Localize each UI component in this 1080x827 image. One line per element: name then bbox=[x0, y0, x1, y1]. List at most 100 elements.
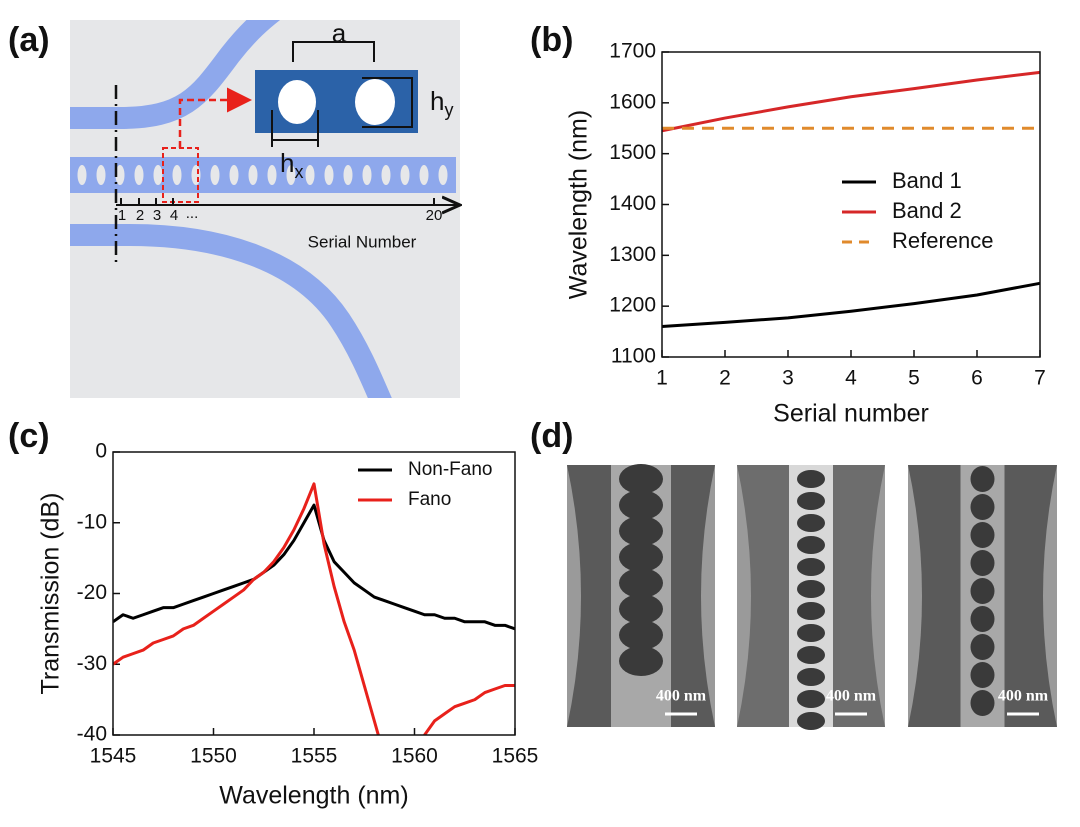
dimension-label: hx bbox=[280, 148, 303, 182]
label-sub: x bbox=[294, 162, 303, 182]
x-axis-label: Serial number bbox=[773, 400, 929, 428]
sem-hole bbox=[619, 594, 663, 624]
sem-hole bbox=[970, 578, 995, 604]
hole bbox=[324, 165, 334, 185]
sem-hole bbox=[970, 522, 995, 548]
hole bbox=[400, 165, 410, 185]
sem-hole bbox=[797, 690, 825, 708]
hole bbox=[438, 165, 448, 185]
y-tick-label: 1600 bbox=[609, 90, 656, 113]
sem-bus bbox=[1043, 465, 1057, 727]
hole bbox=[134, 165, 144, 185]
x-tick-label: 1555 bbox=[291, 745, 338, 768]
hole bbox=[305, 165, 315, 185]
hole bbox=[96, 165, 106, 185]
sem-hole bbox=[619, 646, 663, 676]
series-line bbox=[113, 503, 515, 631]
sem-hole bbox=[797, 668, 825, 686]
serial-number: 3 bbox=[153, 207, 161, 224]
y-axis-label: Wavelength (nm) bbox=[565, 110, 593, 299]
nanobeam bbox=[70, 157, 456, 193]
hole-row bbox=[77, 165, 448, 185]
bus-waveguide bbox=[70, 20, 281, 129]
x-tick-label: 4 bbox=[845, 367, 857, 390]
hole bbox=[355, 79, 395, 125]
dimension-line bbox=[362, 77, 413, 128]
sem-images: 400 nm 400 nm 400 nm bbox=[567, 464, 1057, 730]
series-line bbox=[661, 70, 1041, 133]
sem-bus bbox=[871, 465, 885, 727]
sem-hole bbox=[797, 470, 825, 488]
panel-label: (c) bbox=[8, 417, 50, 455]
sem-hole bbox=[970, 634, 995, 660]
y-tick-label: 1300 bbox=[609, 243, 656, 266]
y-tick-label: 0 bbox=[95, 440, 107, 463]
dimension-label: hy bbox=[430, 86, 453, 120]
sem-hole bbox=[619, 542, 663, 572]
sem-hole bbox=[619, 490, 663, 520]
zoom-arrow bbox=[178, 87, 252, 148]
sem-hole bbox=[797, 580, 825, 598]
hole bbox=[210, 165, 220, 185]
device-schematic: a hy hx 1 2 3 4 ... 20 Serial Number bbox=[70, 18, 460, 398]
sem-bus bbox=[567, 465, 581, 727]
legend-label: Non-Fano bbox=[408, 459, 493, 480]
sem-hole bbox=[797, 624, 825, 642]
hole bbox=[191, 165, 201, 185]
sem-bus bbox=[737, 465, 751, 727]
sem-hole bbox=[797, 514, 825, 532]
panel-label: (b) bbox=[530, 21, 573, 59]
sem-hole bbox=[797, 646, 825, 664]
serial-number: 2 bbox=[136, 207, 144, 224]
y-tick-label: -10 bbox=[77, 510, 107, 533]
series-line bbox=[113, 482, 515, 735]
label-main: h bbox=[280, 148, 294, 178]
dimension-line bbox=[292, 41, 375, 62]
sem-bus bbox=[701, 465, 715, 727]
x-tick-label: 1565 bbox=[492, 745, 539, 768]
hole bbox=[248, 165, 258, 185]
x-tick-label: 1 bbox=[656, 367, 668, 390]
sem-hole bbox=[619, 620, 663, 650]
legend-label: Fano bbox=[408, 489, 451, 510]
y-tick-label: 1400 bbox=[609, 192, 656, 215]
hole bbox=[278, 80, 316, 124]
y-tick-label: -30 bbox=[77, 652, 107, 675]
dimension-label: a bbox=[332, 18, 347, 48]
y-tick-label: 1500 bbox=[609, 141, 656, 164]
sem-hole bbox=[970, 494, 995, 520]
label-sub: y bbox=[444, 100, 453, 120]
hole bbox=[267, 165, 277, 185]
serial-number: 1 bbox=[118, 207, 126, 224]
y-tick-label: -40 bbox=[77, 723, 107, 746]
x-tick-label: 7 bbox=[1034, 367, 1046, 390]
hole bbox=[343, 165, 353, 185]
hole bbox=[77, 165, 87, 185]
y-tick-label: 1200 bbox=[609, 294, 656, 317]
serial-number: 20 bbox=[426, 207, 443, 224]
hole bbox=[153, 165, 163, 185]
serial-axis-label: Serial Number bbox=[308, 232, 417, 251]
sem-hole bbox=[970, 606, 995, 632]
sem-hole bbox=[619, 568, 663, 598]
x-tick-label: 1545 bbox=[90, 745, 137, 768]
hole bbox=[362, 165, 372, 185]
series-line bbox=[661, 281, 1041, 328]
sem-hole bbox=[619, 516, 663, 546]
sem-hole bbox=[797, 602, 825, 620]
serial-ticks bbox=[120, 198, 435, 205]
label-main: h bbox=[430, 86, 444, 116]
y-tick-label: -20 bbox=[77, 581, 107, 604]
serial-number: 4 bbox=[170, 207, 178, 224]
x-tick-label: 5 bbox=[908, 367, 920, 390]
hole bbox=[172, 165, 182, 185]
hole bbox=[419, 165, 429, 185]
hole bbox=[115, 165, 125, 185]
bus-waveguide bbox=[70, 224, 392, 398]
hole bbox=[229, 165, 239, 185]
sem-hole bbox=[797, 536, 825, 554]
x-tick-label: 2 bbox=[719, 367, 731, 390]
sem-hole bbox=[970, 662, 995, 688]
x-tick-label: 3 bbox=[782, 367, 794, 390]
y-axis-label: Transmission (dB) bbox=[37, 493, 65, 695]
